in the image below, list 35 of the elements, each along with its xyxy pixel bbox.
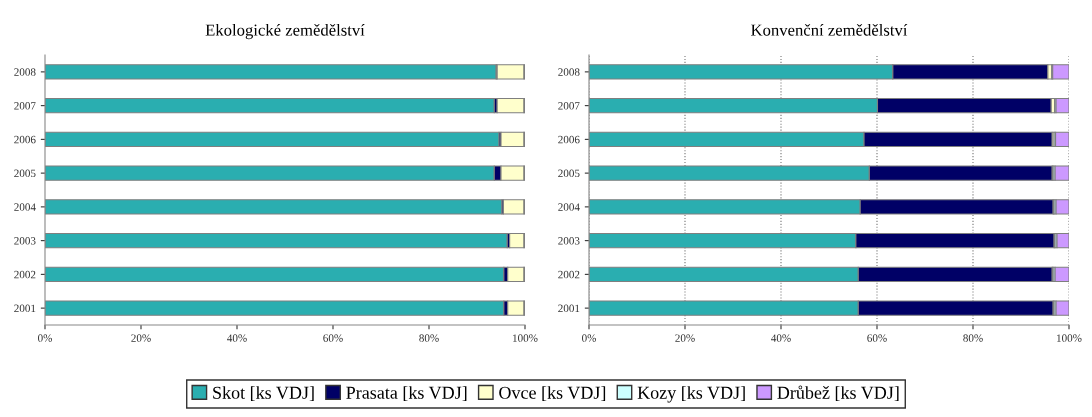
x-tick-label: 100%: [513, 334, 538, 342]
y-tick-label: 2004: [558, 203, 580, 211]
x-tick-label: 20%: [131, 334, 151, 342]
chart-title: Konvenční zemědělství: [751, 23, 908, 36]
x-tick-label: 60%: [867, 334, 887, 342]
y-tick-label: 2008: [558, 68, 580, 76]
y-tick-label: 2003: [558, 237, 580, 245]
y-tick-label: 2007: [558, 102, 580, 110]
x-tick-label: 60%: [323, 334, 343, 342]
x-tick-label: 100%: [1057, 334, 1082, 342]
legend-label: Skot [ks VDJ]: [213, 386, 314, 402]
y-tick-label: 2006: [558, 135, 580, 144]
y-tick-label: 2002: [558, 270, 580, 279]
chart-title: Ekologické zemědělství: [205, 23, 365, 40]
y-tick-label: 2004: [14, 203, 36, 211]
x-tick-label: 80%: [419, 334, 439, 342]
y-tick-label: 2001: [558, 304, 580, 313]
x-tick-label: 80%: [963, 334, 983, 342]
x-tick-label: 0%: [38, 334, 53, 342]
y-tick-label: 2005: [558, 169, 580, 178]
y-tick-label: 2001: [14, 304, 36, 313]
x-tick-label: 40%: [227, 334, 247, 342]
y-tick-label: 2002: [14, 270, 36, 279]
x-tick-label: 40%: [771, 334, 791, 342]
y-tick-label: 2005: [14, 169, 36, 178]
legend-label: Drůbež [ks VDJ]: [777, 385, 899, 402]
y-tick-label: 2003: [14, 237, 36, 245]
legend-label: Ovce [ks VDJ]: [499, 386, 606, 402]
legend-label: Kozy [ks VDJ]: [637, 386, 745, 403]
y-tick-label: 2006: [14, 135, 36, 144]
x-tick-label: 0%: [582, 334, 597, 342]
y-tick-label: 2008: [14, 68, 36, 76]
y-tick-label: 2007: [14, 102, 36, 110]
x-tick-label: 20%: [675, 334, 695, 342]
legend-label: Prasata [ks VDJ]: [346, 386, 467, 402]
